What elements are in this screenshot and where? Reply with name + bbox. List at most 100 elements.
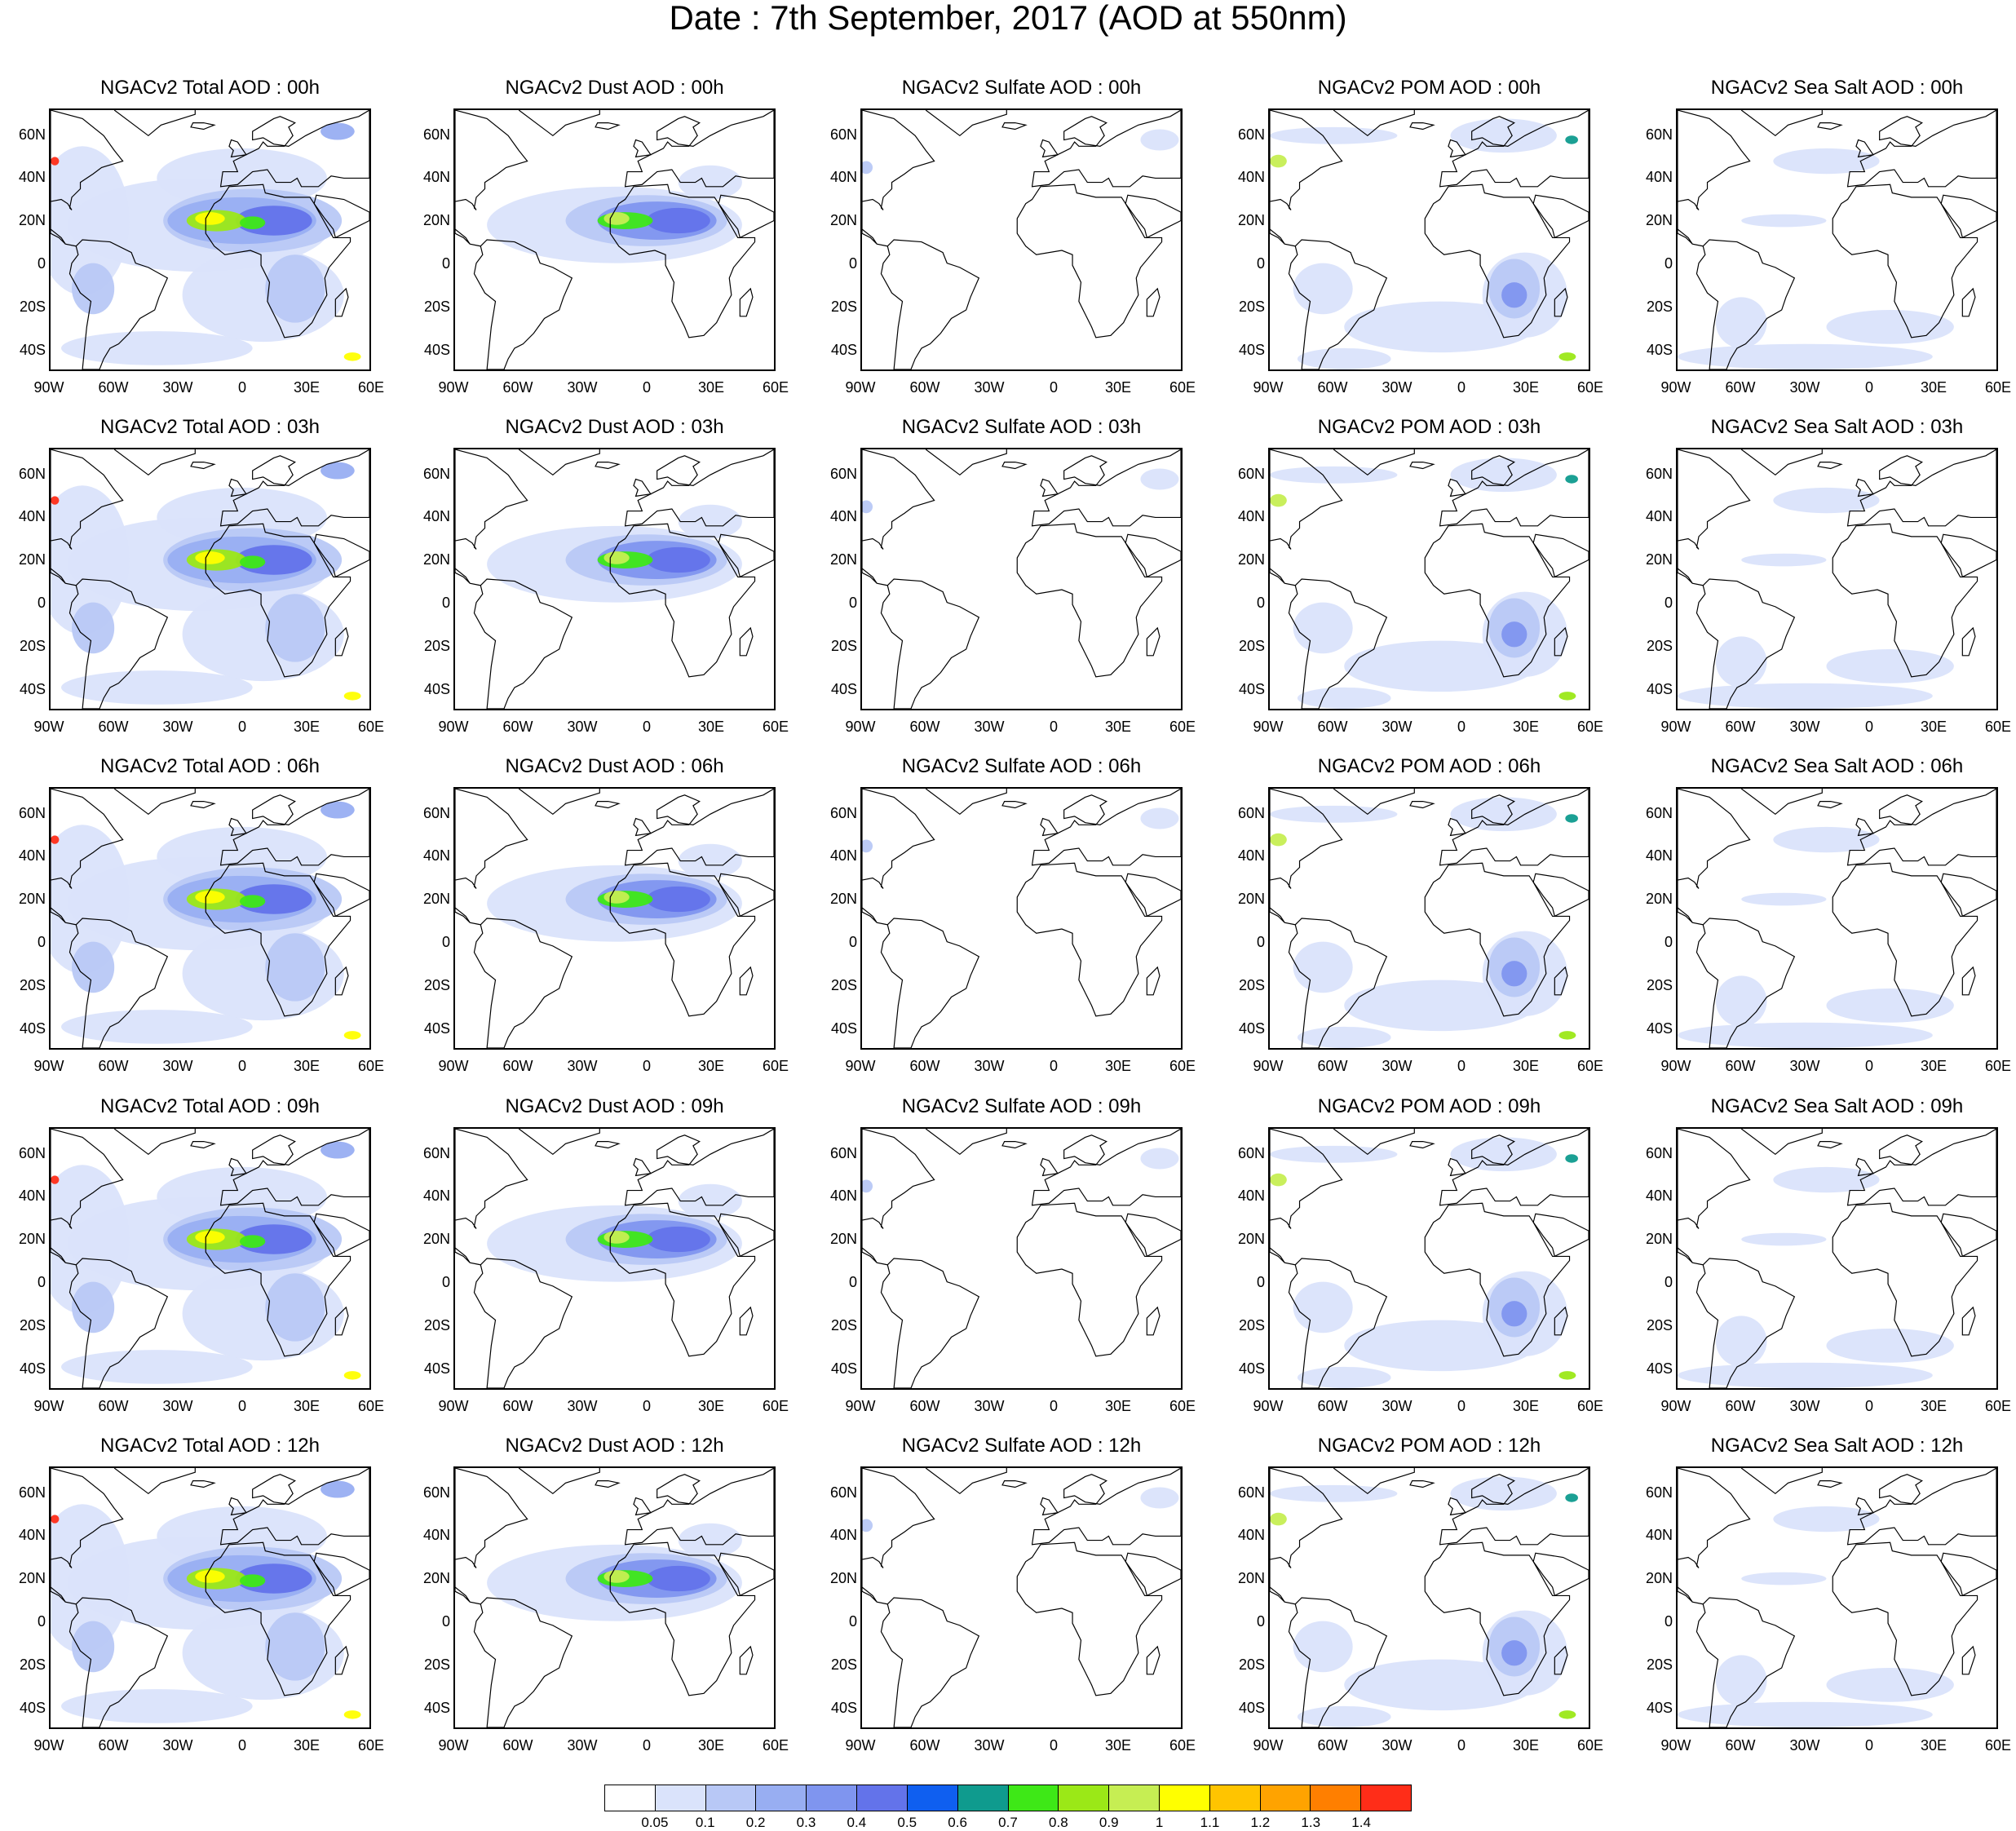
dust-aod-map [453,108,776,371]
arabia-coastline [1125,194,1181,239]
lon-tick-label: 60W [98,1737,129,1754]
lat-tick-label: 0 [441,1613,450,1630]
lon-tick-label: 30E [1512,1398,1540,1414]
aod-contour-region [1826,1329,1954,1363]
lon-tick-label: 90W [1660,379,1691,396]
arabia-coastline [1532,533,1589,578]
iceland-coastline [1409,1480,1435,1488]
iceland-coastline [190,1480,216,1488]
aod-contour-region [1741,892,1827,906]
sulfate-map-field [862,789,1181,1048]
americas-coastline [1678,449,1796,709]
lon-tick-label: 90W [33,719,64,735]
lon-tick-label: 60E [357,719,385,735]
lon-tick-label: 0 [237,1737,246,1754]
lat-tick-label: 0 [441,934,450,951]
lat-tick-label: 20S [830,1656,857,1673]
lon-tick-label: 0 [1049,1398,1058,1414]
africa-coastline [205,1541,351,1696]
lat-tick-label: 0 [37,934,46,951]
americas-coastline [1270,1468,1388,1727]
aod-contour-region [239,216,266,229]
americas-coastline [1678,110,1796,369]
africa-coastline [1016,1202,1163,1357]
aod-contour-region [1293,263,1353,315]
aod-contour-region [678,843,742,878]
madagascar-coastline [1554,1306,1568,1336]
uk-coastline [1040,1157,1059,1177]
lat-tick-label: 20S [423,976,450,993]
aod-contour-region [862,1519,873,1532]
lat-tick-label: 60N [1645,126,1673,143]
aod-contour-region [61,1350,253,1384]
lat-tick-label: 60N [829,804,857,821]
lon-tick-label: 60E [1576,1737,1604,1754]
aod-contour-region [1140,1148,1179,1170]
europe-coastline [1439,1468,1589,1546]
aod-contour-region [265,1612,325,1681]
lon-tick-label: 0 [642,379,651,396]
aod-contour-region [51,1175,60,1184]
madagascar-coastline [1961,626,1976,657]
aod-contour-region [1501,961,1527,987]
lat-tick-label: 20N [422,212,450,229]
arabia-coastline [1125,533,1181,578]
lon-tick-label: 0 [1049,1058,1058,1074]
lon-tick-label: 60W [909,1058,940,1074]
iceland-coastline [1817,1141,1843,1149]
lon-tick-label: 60W [1317,1058,1348,1074]
lat-tick-label: 20S [19,637,46,654]
arabia-coastline [1940,1213,1996,1258]
colorbar-swatch [907,1785,958,1811]
aod-contour-region [1558,1371,1576,1380]
lat-tick-label: 60N [422,126,450,143]
lat-tick-label: 0 [1664,1613,1673,1630]
aod-contour-region [195,551,225,564]
lat-tick-label: 20S [423,637,450,654]
lat-tick-label: 0 [1664,1274,1673,1291]
lat-tick-label: 0 [441,595,450,612]
colorbar-tick-label: 0.9 [1099,1815,1119,1830]
lon-tick-label: 60W [1725,1398,1756,1414]
aod-contour-region [72,602,115,654]
lat-tick-label: 20S [1238,976,1265,993]
aod-contour-region [1715,1316,1767,1367]
lat-tick-label: 40S [1646,1019,1673,1037]
aod-contour-region [1140,1487,1179,1509]
uk-coastline [1855,1157,1874,1177]
lon-tick-label: 90W [845,719,876,735]
americas-coastline [455,789,573,1048]
lon-tick-label: 30W [162,719,193,735]
lat-tick-label: 60N [829,1484,857,1501]
lat-tick-label: 20S [830,976,857,993]
lon-tick-label: 90W [438,1737,469,1754]
pom-map-field [1270,789,1589,1048]
lon-tick-label: 0 [237,379,246,396]
lon-tick-label: 60W [98,1058,129,1074]
lon-tick-label: 90W [1253,1737,1284,1754]
aod-contour-region [1565,475,1578,484]
lon-tick-label: 0 [237,1398,246,1414]
aod-contour-region [321,1480,355,1498]
uk-coastline [1855,1497,1874,1516]
africa-coastline [205,184,351,338]
seasalt-aod-map [1676,1127,1998,1390]
aod-contour-region [1773,487,1880,514]
aod-contour-region [1270,154,1287,168]
aod-contour-region [1501,621,1527,648]
greenland-coastline [1333,110,1415,137]
colorbar-tick-label: 1.2 [1250,1815,1271,1830]
total-map-field [51,1468,369,1727]
greenland-coastline [925,449,1007,476]
lon-tick-label: 60E [762,719,789,735]
lon-tick-label: 60E [1576,379,1604,396]
iceland-coastline [190,122,216,130]
lon-tick-label: 0 [642,1058,651,1074]
arabia-coastline [1125,1552,1181,1597]
europe-coastline [1031,789,1181,866]
lon-tick-label: 60W [1317,719,1348,735]
lat-tick-label: 0 [1256,1613,1265,1630]
colorbar-swatch [957,1785,1009,1811]
aod-contour-region [1678,1022,1933,1048]
africa-coastline [1016,184,1163,338]
